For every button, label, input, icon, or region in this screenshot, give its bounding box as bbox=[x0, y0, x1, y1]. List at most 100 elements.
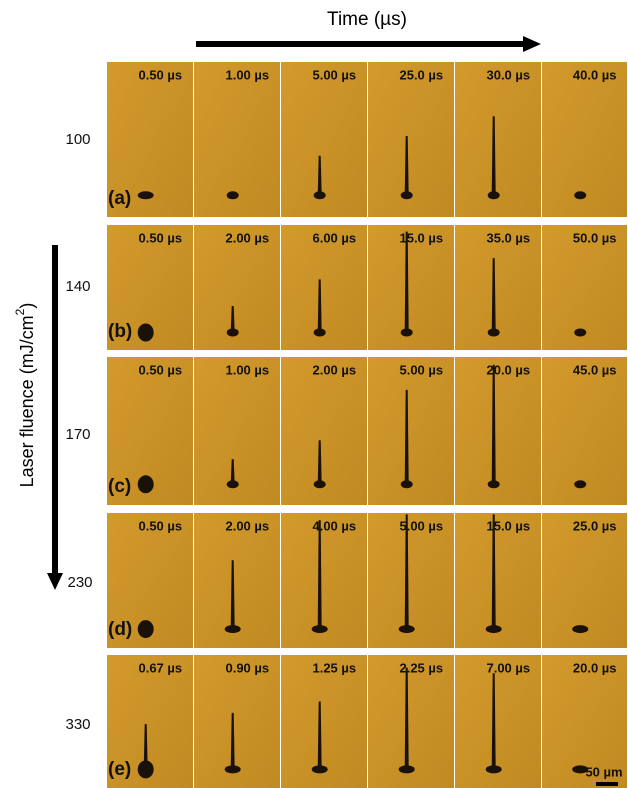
panel-label: (b) bbox=[108, 321, 132, 342]
frame bbox=[542, 225, 627, 350]
frame bbox=[368, 357, 454, 505]
droplet bbox=[226, 480, 239, 489]
fluence-label: 140 bbox=[65, 278, 90, 295]
droplet bbox=[311, 765, 328, 774]
jet bbox=[491, 673, 496, 770]
jet bbox=[143, 724, 148, 770]
droplet bbox=[137, 475, 154, 494]
frame bbox=[455, 655, 541, 788]
time-label: 20.0 µs bbox=[486, 362, 530, 377]
time-label: 0.50 µs bbox=[138, 362, 182, 377]
droplet bbox=[398, 765, 415, 774]
time-title: Time (µs) bbox=[327, 9, 407, 30]
time-label: 0.67 µs bbox=[138, 660, 182, 675]
droplet bbox=[574, 480, 587, 489]
time-label: 1.00 µs bbox=[225, 67, 269, 82]
droplet bbox=[224, 625, 241, 634]
jet bbox=[317, 155, 322, 196]
frame bbox=[368, 225, 454, 350]
panel-label: (d) bbox=[108, 619, 132, 640]
frame bbox=[194, 513, 280, 648]
frame bbox=[542, 357, 627, 505]
frame bbox=[368, 513, 454, 648]
droplet bbox=[398, 625, 415, 634]
panel-label: (c) bbox=[108, 476, 131, 497]
jet bbox=[230, 712, 235, 770]
time-label: 15.0 µs bbox=[399, 230, 443, 245]
droplet bbox=[313, 480, 326, 489]
time-label: 35.0 µs bbox=[486, 230, 530, 245]
fluence-arrow-head bbox=[47, 573, 63, 590]
frame bbox=[194, 62, 280, 217]
droplet bbox=[487, 191, 500, 200]
time-label: 15.0 µs bbox=[486, 518, 530, 533]
droplet bbox=[313, 191, 326, 200]
frame bbox=[281, 62, 367, 217]
y-label: Laser fluence (mJ/cm2) bbox=[13, 303, 37, 488]
jet bbox=[317, 701, 322, 770]
jet bbox=[404, 231, 409, 333]
droplet bbox=[400, 480, 413, 489]
jet bbox=[230, 305, 235, 333]
panel-label: (a) bbox=[108, 188, 131, 209]
frame bbox=[281, 655, 367, 788]
jet bbox=[491, 116, 496, 196]
frame bbox=[107, 62, 193, 217]
jet bbox=[491, 364, 496, 485]
time-label: 2.00 µs bbox=[225, 230, 269, 245]
droplet bbox=[137, 323, 154, 342]
jet bbox=[404, 667, 409, 770]
jet bbox=[230, 459, 235, 485]
time-label: 1.00 µs bbox=[225, 362, 269, 377]
time-label: 6.00 µs bbox=[312, 230, 356, 245]
fluence-label: 100 bbox=[65, 131, 90, 148]
frame bbox=[455, 357, 541, 505]
time-label: 5.00 µs bbox=[399, 362, 443, 377]
frame bbox=[542, 513, 627, 648]
droplet bbox=[487, 328, 500, 337]
droplet bbox=[487, 480, 500, 489]
frame bbox=[281, 357, 367, 505]
droplet bbox=[226, 191, 239, 200]
droplet bbox=[313, 328, 326, 337]
droplet bbox=[137, 760, 154, 779]
frame bbox=[542, 655, 627, 788]
time-label: 30.0 µs bbox=[486, 67, 530, 82]
time-label: 5.00 µs bbox=[399, 518, 443, 533]
droplet bbox=[137, 191, 154, 200]
droplet bbox=[485, 765, 502, 774]
droplet bbox=[574, 328, 587, 337]
time-label: 0.50 µs bbox=[138, 518, 182, 533]
droplet bbox=[485, 625, 502, 634]
frame bbox=[455, 513, 541, 648]
fluence-label: 230 bbox=[67, 574, 92, 591]
droplet bbox=[137, 620, 154, 639]
time-arrow-head bbox=[523, 36, 541, 52]
time-label: 20.0 µs bbox=[573, 660, 617, 675]
time-label: 5.00 µs bbox=[312, 67, 356, 82]
time-label: 4.00 µs bbox=[312, 518, 356, 533]
frame bbox=[368, 655, 454, 788]
time-label: 25.0 µs bbox=[399, 67, 443, 82]
time-label: 50.0 µs bbox=[573, 230, 617, 245]
droplet bbox=[572, 765, 589, 774]
time-label: 0.50 µs bbox=[138, 67, 182, 82]
jet bbox=[491, 258, 496, 333]
jet bbox=[317, 520, 322, 630]
time-label: 0.50 µs bbox=[138, 230, 182, 245]
time-label: 40.0 µs bbox=[573, 67, 617, 82]
jet bbox=[404, 514, 409, 630]
droplet bbox=[224, 765, 241, 774]
frame bbox=[281, 225, 367, 350]
scale-bar-label: 50 µm bbox=[585, 764, 622, 779]
droplet bbox=[400, 191, 413, 200]
frame bbox=[194, 357, 280, 505]
frame bbox=[368, 62, 454, 217]
jet bbox=[317, 440, 322, 485]
droplet bbox=[311, 625, 328, 634]
frame bbox=[455, 62, 541, 217]
time-label: 25.0 µs bbox=[573, 518, 617, 533]
time-label: 0.90 µs bbox=[225, 660, 269, 675]
droplet bbox=[574, 191, 587, 200]
frame bbox=[194, 655, 280, 788]
